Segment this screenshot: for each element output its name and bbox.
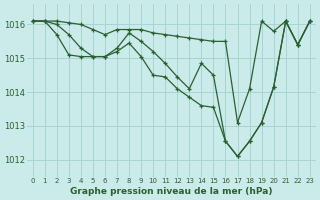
X-axis label: Graphe pression niveau de la mer (hPa): Graphe pression niveau de la mer (hPa)	[70, 187, 273, 196]
